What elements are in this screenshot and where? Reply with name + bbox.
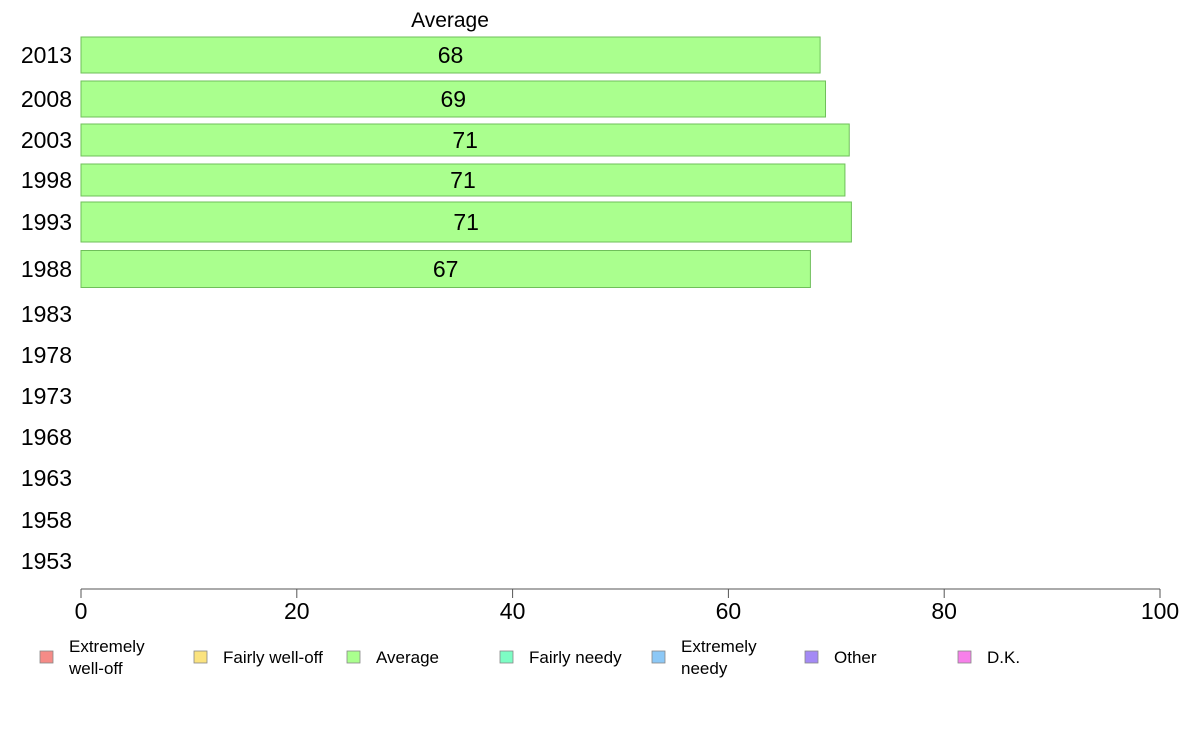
bar-1993 [80, 201, 852, 243]
x-tick-label-20: 20 [284, 598, 310, 624]
legend-item-6: D.K. [957, 648, 1020, 667]
legend-item-5: Other [804, 648, 877, 667]
bar-2008 [80, 80, 827, 118]
legend-item-0: Extremely well-off [39, 637, 145, 678]
bar-1988 [80, 250, 811, 288]
series-title: Average [411, 9, 489, 32]
legend-item-1: Fairly well-off [193, 648, 323, 667]
year-label-2008: 2008 [21, 86, 72, 112]
legend-swatch [957, 650, 972, 664]
bar-2003 [80, 123, 850, 157]
bars: 68 69 71 71 71 67 [80, 36, 852, 288]
legend-swatch [499, 650, 514, 664]
x-axis: 0 20 40 60 80 100 [75, 588, 1179, 624]
x-tick-label-80: 80 [931, 598, 957, 624]
legend-label: Extremely [69, 637, 145, 656]
year-label-1968: 1968 [21, 424, 72, 450]
bar-value-1998: 71 [450, 167, 476, 193]
year-label-1988: 1988 [21, 256, 72, 282]
x-tick-label-60: 60 [716, 598, 742, 624]
legend-item-4: Extremely needy [651, 637, 757, 678]
bar-value-2008: 69 [440, 86, 466, 112]
year-label-1953: 1953 [21, 548, 72, 574]
legend-label: Fairly well-off [223, 648, 323, 667]
year-label-1978: 1978 [21, 342, 72, 368]
year-label-1963: 1963 [21, 465, 72, 491]
legend-label: Average [376, 648, 439, 667]
bar-value-1993: 71 [453, 209, 479, 235]
legend-swatch [346, 650, 361, 664]
bar-value-2003: 71 [452, 127, 478, 153]
bar-1998 [80, 163, 846, 197]
year-label-1983: 1983 [21, 301, 72, 327]
year-label-1993: 1993 [21, 209, 72, 235]
legend-item-3: Fairly needy [499, 648, 622, 667]
legend-swatch [193, 650, 208, 664]
x-tick-label-0: 0 [75, 598, 88, 624]
legend-label: Other [834, 648, 877, 667]
legend-swatch [804, 650, 819, 664]
legend-label: D.K. [987, 648, 1020, 667]
legend-label: needy [681, 659, 728, 678]
bar-value-2013: 68 [438, 42, 464, 68]
legend: Extremely well-off Fairly well-off Average F… [39, 637, 1020, 678]
x-tick-label-40: 40 [500, 598, 526, 624]
legend-label: Fairly needy [529, 648, 622, 667]
x-tick-label-100: 100 [1141, 598, 1179, 624]
year-label-2003: 2003 [21, 127, 72, 153]
legend-swatch [651, 650, 666, 664]
year-label-1998: 1998 [21, 167, 72, 193]
bar-value-1988: 67 [433, 256, 459, 282]
year-label-2013: 2013 [21, 42, 72, 68]
bar-2013 [80, 36, 821, 74]
year-label-1958: 1958 [21, 507, 72, 533]
legend-label: well-off [68, 659, 123, 678]
legend-item-2: Average [346, 648, 439, 667]
legend-label: Extremely [681, 637, 757, 656]
legend-swatch [39, 650, 54, 664]
year-labels: 2013 2008 2003 1998 1993 1988 1983 1978 1973 1968… [21, 9, 489, 574]
year-label-1973: 1973 [21, 383, 72, 409]
